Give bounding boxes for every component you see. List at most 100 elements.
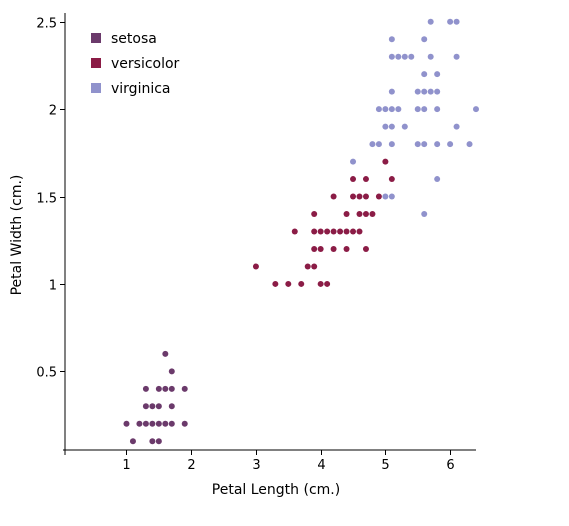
data-point-versicolor	[350, 193, 357, 200]
data-point-virginica	[414, 141, 421, 148]
data-point-versicolor	[382, 158, 389, 165]
data-point-versicolor	[298, 280, 305, 287]
data-point-virginica	[427, 88, 434, 95]
legend-swatch-virginica	[91, 83, 101, 93]
data-point-setosa	[129, 438, 136, 445]
data-point-setosa	[168, 403, 175, 410]
data-point-virginica	[421, 141, 428, 148]
x-tick-label: 5	[381, 458, 389, 473]
data-point-virginica	[414, 106, 421, 113]
data-point-virginica	[447, 18, 454, 25]
data-point-virginica	[401, 53, 408, 60]
data-point-setosa	[155, 403, 162, 410]
data-point-versicolor	[291, 228, 298, 235]
data-point-versicolor	[356, 211, 363, 218]
data-point-versicolor	[343, 211, 350, 218]
data-point-setosa	[142, 403, 149, 410]
data-point-virginica	[434, 106, 441, 113]
data-point-virginica	[395, 106, 402, 113]
data-point-setosa	[168, 385, 175, 392]
data-point-virginica	[447, 141, 454, 148]
data-point-virginica	[421, 71, 428, 78]
data-point-versicolor	[317, 280, 324, 287]
data-point-setosa	[142, 420, 149, 427]
data-point-virginica	[421, 88, 428, 95]
data-point-versicolor	[317, 245, 324, 252]
data-point-setosa	[149, 420, 156, 427]
y-axis: 0.5 1 1.5 2 2.5	[36, 13, 66, 455]
data-point-versicolor	[285, 280, 292, 287]
data-point-versicolor	[350, 176, 357, 183]
x-tick-label: 4	[317, 458, 325, 473]
data-points	[123, 18, 479, 445]
data-point-versicolor	[330, 228, 337, 235]
data-point-virginica	[421, 106, 428, 113]
data-point-setosa	[149, 438, 156, 445]
data-point-versicolor	[350, 228, 357, 235]
data-point-virginica	[388, 88, 395, 95]
legend-label-setosa: setosa	[111, 31, 157, 47]
x-axis-title: Petal Length (cm.)	[212, 482, 340, 498]
data-point-setosa	[181, 385, 188, 392]
data-point-versicolor	[375, 193, 382, 200]
data-point-virginica	[382, 123, 389, 130]
data-point-versicolor	[311, 211, 318, 218]
data-point-virginica	[421, 211, 428, 218]
y-tick-label: 1	[49, 279, 57, 294]
data-point-setosa	[168, 368, 175, 375]
data-point-versicolor	[252, 263, 259, 270]
data-point-virginica	[388, 193, 395, 200]
data-point-versicolor	[317, 228, 324, 235]
y-axis-title: Petal Width (cm.)	[9, 175, 25, 296]
x-tick-label: 6	[446, 458, 454, 473]
data-point-versicolor	[311, 263, 318, 270]
x-tick-label: 1	[122, 458, 130, 473]
data-point-versicolor	[304, 263, 311, 270]
data-point-setosa	[155, 420, 162, 427]
data-point-virginica	[434, 176, 441, 183]
data-point-virginica	[350, 158, 357, 165]
data-point-versicolor	[324, 280, 331, 287]
data-point-versicolor	[362, 211, 369, 218]
data-point-setosa	[123, 420, 130, 427]
x-tick-label: 3	[252, 458, 260, 473]
data-point-versicolor	[362, 193, 369, 200]
data-point-virginica	[382, 106, 389, 113]
data-point-virginica	[427, 53, 434, 60]
data-point-virginica	[408, 53, 415, 60]
data-point-setosa	[142, 385, 149, 392]
legend-swatch-versicolor	[91, 58, 101, 68]
data-point-setosa	[162, 350, 169, 357]
x-axis: 1 2 3 4 5 6	[63, 449, 476, 473]
data-point-versicolor	[356, 228, 363, 235]
data-point-versicolor	[337, 228, 344, 235]
data-point-setosa	[181, 420, 188, 427]
data-point-virginica	[434, 88, 441, 95]
y-tick-label: 2	[49, 104, 57, 119]
data-point-setosa	[149, 403, 156, 410]
data-point-virginica	[382, 193, 389, 200]
data-point-setosa	[136, 420, 143, 427]
data-point-virginica	[395, 53, 402, 60]
data-point-versicolor	[324, 228, 331, 235]
legend-label-virginica: virginica	[111, 81, 171, 97]
data-point-versicolor	[330, 193, 337, 200]
data-point-setosa	[155, 385, 162, 392]
data-point-virginica	[388, 106, 395, 113]
data-point-versicolor	[356, 193, 363, 200]
data-point-virginica	[421, 36, 428, 43]
data-point-virginica	[369, 141, 376, 148]
data-point-versicolor	[330, 245, 337, 252]
data-point-virginica	[375, 106, 382, 113]
data-point-versicolor	[343, 228, 350, 235]
plot-area: 1 2 3 4 5 6 0.5 1 1.5 2 2.5	[36, 13, 479, 473]
data-point-setosa	[162, 420, 169, 427]
data-point-setosa	[155, 438, 162, 445]
data-point-versicolor	[311, 245, 318, 252]
data-point-setosa	[162, 385, 169, 392]
data-point-virginica	[427, 18, 434, 25]
data-point-virginica	[388, 53, 395, 60]
data-point-virginica	[388, 141, 395, 148]
data-point-virginica	[401, 123, 408, 130]
